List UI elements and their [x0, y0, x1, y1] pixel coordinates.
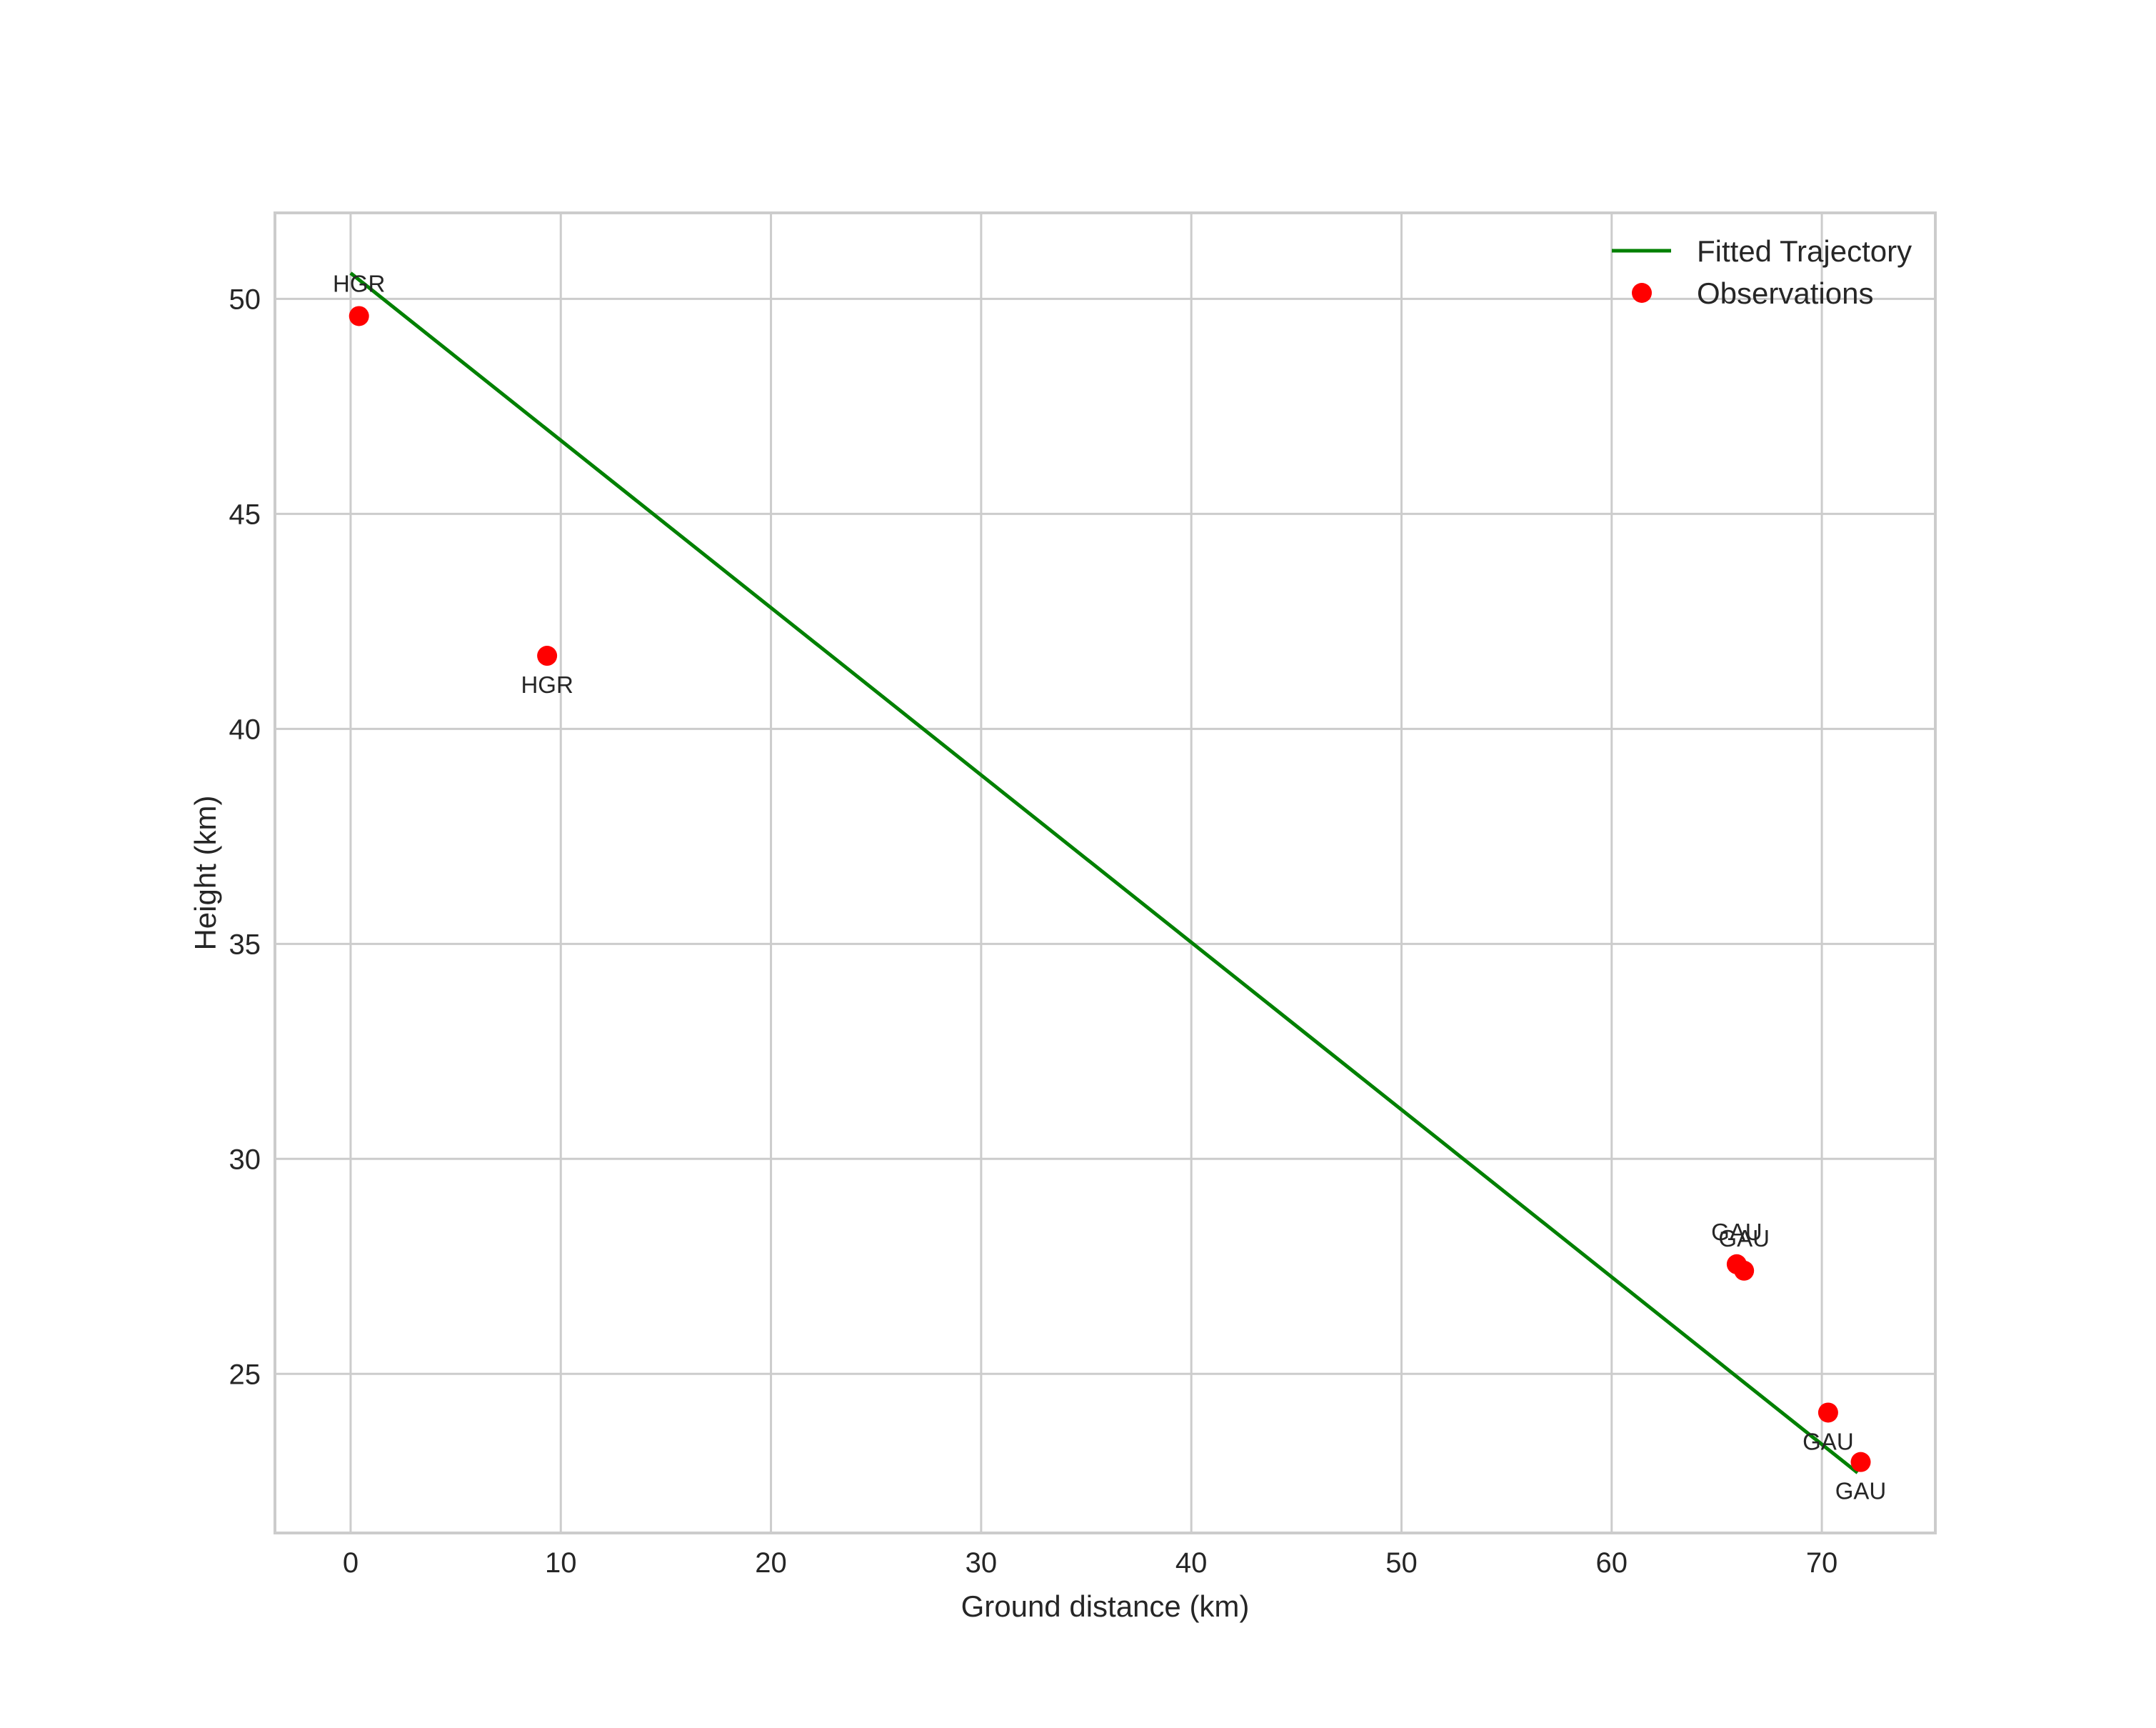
y-axis-label: Height (km) [189, 795, 222, 950]
x-tick-label: 30 [966, 1547, 998, 1579]
station-label: GAU [1711, 1219, 1763, 1245]
x-tick-label: 0 [343, 1547, 359, 1579]
legend-label-observations: Observations [1697, 276, 1873, 310]
x-axis-label: Ground distance (km) [961, 1589, 1250, 1623]
y-tick-label: 30 [229, 1144, 261, 1175]
x-tick-label: 40 [1175, 1547, 1208, 1579]
station-label: GAU [1718, 1225, 1770, 1252]
x-tick-label: 50 [1385, 1547, 1418, 1579]
x-tick-label: 10 [545, 1547, 577, 1579]
observation-point [1734, 1260, 1755, 1281]
observation-point [1817, 1402, 1838, 1423]
grid-lines [275, 213, 1935, 1533]
station-label: GAU [1835, 1478, 1887, 1504]
station-label: HGR [521, 671, 573, 698]
x-axis-ticks: 0 10 20 30 40 50 60 70 [343, 1547, 1838, 1579]
x-tick-label: 60 [1596, 1547, 1628, 1579]
y-tick-label: 50 [229, 284, 261, 315]
y-axis-ticks: 25 30 35 40 45 50 [229, 284, 261, 1390]
plot-area-frame [274, 211, 1937, 1534]
y-tick-label: 45 [229, 499, 261, 530]
observation-point [1850, 1452, 1871, 1472]
x-tick-label: 20 [755, 1547, 787, 1579]
y-tick-label: 25 [229, 1359, 261, 1390]
observation-point [349, 306, 369, 326]
station-label: HGR [333, 270, 385, 296]
observation-point [537, 646, 558, 666]
y-tick-label: 35 [229, 929, 261, 960]
y-tick-label: 40 [229, 714, 261, 745]
legend-label-fitted-trajectory: Fitted Trajectory [1697, 234, 1912, 268]
x-tick-label: 70 [1806, 1547, 1838, 1579]
station-label: GAU [1802, 1428, 1854, 1454]
data-series [349, 271, 1871, 1474]
fitted-trajectory-line [349, 271, 1859, 1474]
legend-marker-swatch [1632, 283, 1652, 303]
legend: Fitted Trajectory Observations [1612, 234, 1912, 310]
